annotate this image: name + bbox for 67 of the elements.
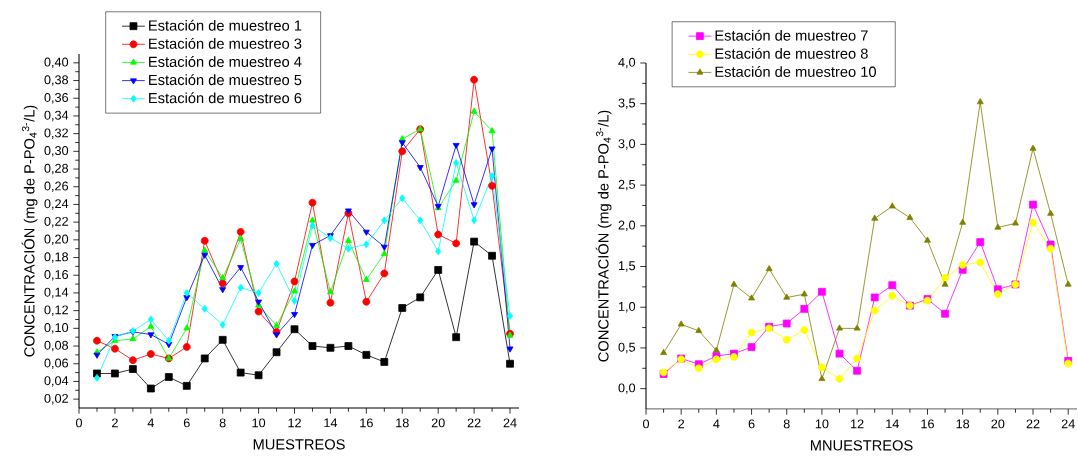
y-tick-label: 0,24 <box>44 199 69 210</box>
y-axis-title: CONCENTRACIÓN (mg de P-PO$_{4}$$^{3-}$/L) <box>595 110 612 362</box>
x-tick-label: 14 <box>324 418 338 428</box>
x-tick-label: 22 <box>467 418 481 428</box>
y-tick-label: 0,36 <box>44 93 69 104</box>
x-tick-label: 6 <box>748 419 755 429</box>
y-axis-title: CONCENTRACIÓN (mg de P-PO$_{4}$$^{3-}$/L) <box>21 105 38 357</box>
legend-label: Estación de muestreo 10 <box>715 66 876 77</box>
y-tick-label: 0,28 <box>44 163 69 175</box>
y-tick-label: 0,12 <box>44 305 68 316</box>
y-tick-label: 1,0 <box>618 301 636 313</box>
x-tick-label: 16 <box>360 418 373 428</box>
x-tick-label: 4 <box>147 418 154 428</box>
x-tick-label: 16 <box>921 419 934 429</box>
legend-label: Estación de muestreo 5 <box>149 74 302 86</box>
y-tick-label: 0,04 <box>44 376 69 387</box>
y-tick-label: 0,06 <box>44 358 69 369</box>
x-tick-label: 2 <box>112 418 118 428</box>
x-tick-label: 20 <box>431 418 445 428</box>
x-tick-label: 12 <box>288 418 301 428</box>
x-tick-label: 12 <box>851 419 864 429</box>
x-tick-label: 22 <box>1026 419 1040 429</box>
x-tick-label: 24 <box>1061 419 1075 429</box>
y-tick-label: 0,16 <box>44 270 69 281</box>
x-tick-label: 18 <box>956 419 970 429</box>
x-tick-label: 6 <box>183 418 190 428</box>
y-tick-label: 0,38 <box>44 75 69 86</box>
x-tick-label: 8 <box>219 418 226 428</box>
x-tick-label: 0 <box>642 419 650 429</box>
x-tick-label: 0 <box>75 418 83 428</box>
x-tick-label: 2 <box>678 419 685 429</box>
x-tick-label: 8 <box>783 419 790 429</box>
y-tick-label: 0,10 <box>44 323 69 334</box>
legend-label: Estación de muestreo 8 <box>715 47 868 59</box>
y-tick-label: 0,14 <box>44 287 69 299</box>
y-tick-label: 0,34 <box>44 110 69 122</box>
y-tick-label: 4,0 <box>618 57 636 69</box>
x-axis-title: MUESTREOS <box>253 439 345 450</box>
y-tick-label: 0,26 <box>44 181 69 192</box>
y-tick-label: 0,22 <box>44 216 68 228</box>
y-tick-label: 0,5 <box>618 342 636 354</box>
x-tick-label: 4 <box>713 419 720 429</box>
x-tick-label: 14 <box>886 419 899 429</box>
y-tick-label: 0,08 <box>44 340 69 352</box>
legend-label: Estación de muestreo 3 <box>149 37 302 49</box>
y-tick-label: 0,20 <box>44 234 69 246</box>
legend-label: Estación de muestreo 7 <box>715 29 868 41</box>
x-tick-label: 20 <box>991 419 1005 429</box>
y-tick-label: 2,5 <box>618 179 636 191</box>
y-tick-label: 2,0 <box>618 220 636 232</box>
y-tick-label: 3,5 <box>618 98 636 109</box>
x-tick-label: 24 <box>503 418 517 428</box>
x-tick-label: 10 <box>252 418 266 428</box>
legend-label: Estación de muestreo 6 <box>149 92 302 104</box>
y-tick-label: 0,40 <box>44 57 69 69</box>
legend-label: Estación de muestreo 1 <box>149 19 302 31</box>
y-tick-label: 0,02 <box>44 393 68 405</box>
legend-label: Estación de muestreo 4 <box>149 56 302 67</box>
x-tick-label: 18 <box>396 418 409 428</box>
y-tick-label: 0,0 <box>618 383 636 394</box>
y-tick-label: 0,32 <box>44 128 68 139</box>
x-axis-title: MNUESTREOS <box>810 440 913 451</box>
y-tick-label: 0,30 <box>44 146 69 157</box>
y-tick-label: 1,5 <box>618 261 636 272</box>
x-tick-label: 10 <box>815 419 829 429</box>
y-tick-label: 0,18 <box>44 252 69 263</box>
y-tick-label: 3,0 <box>618 139 636 150</box>
